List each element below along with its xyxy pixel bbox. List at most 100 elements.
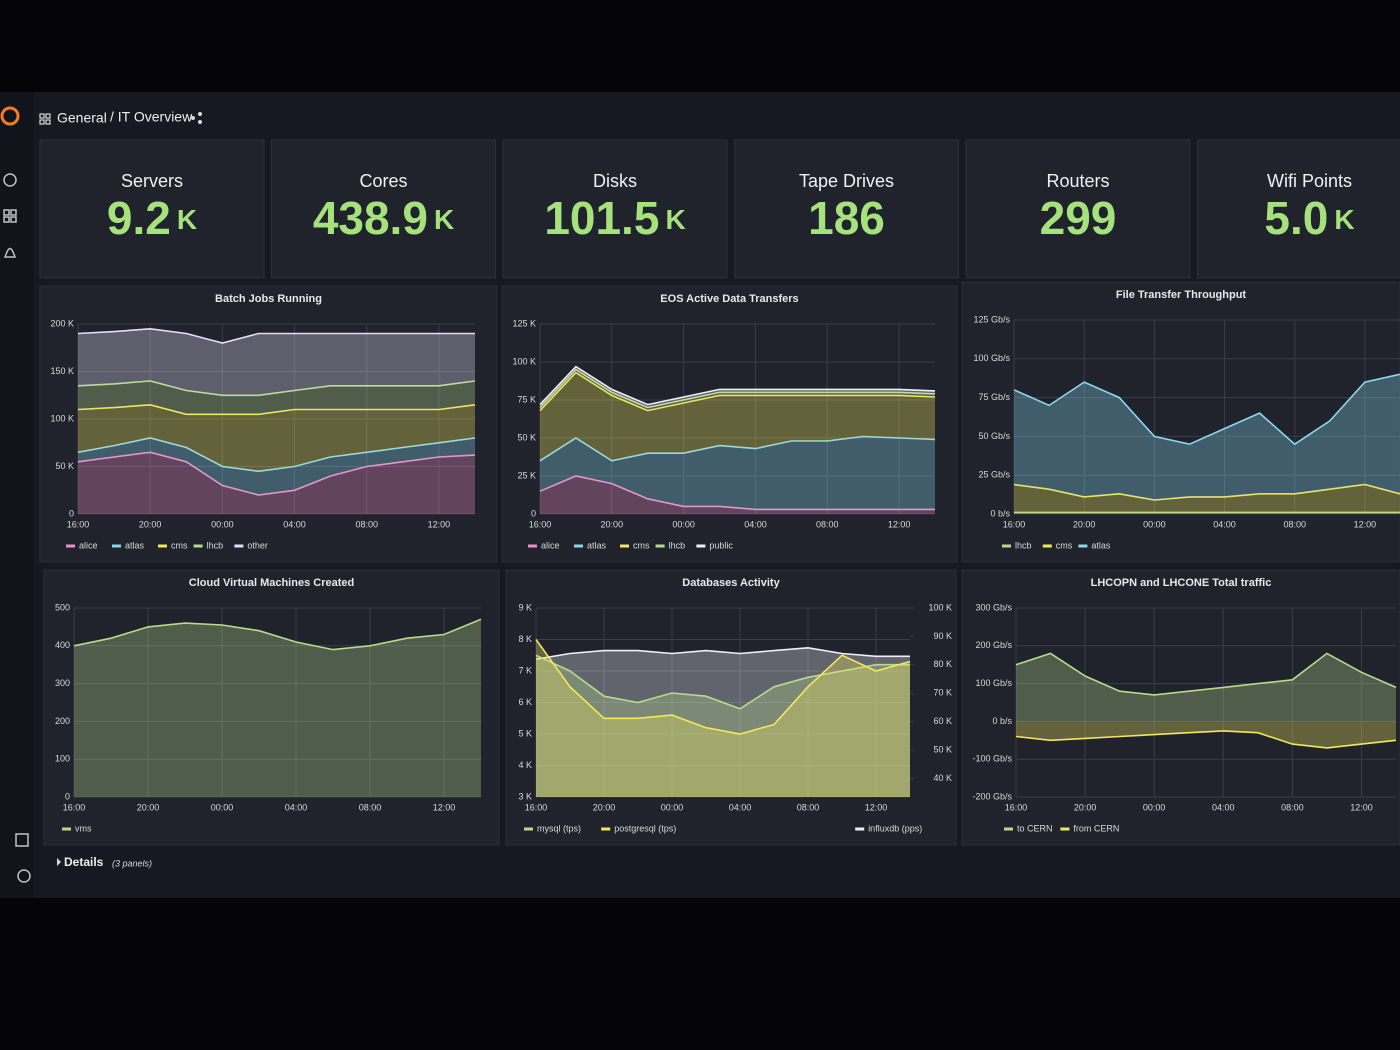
series-line xyxy=(77,327,475,344)
stat-value: 299 xyxy=(1040,192,1117,244)
y2-tick-label: 90 K xyxy=(933,631,952,641)
search-icon[interactable] xyxy=(3,173,17,187)
y-tick-label: 500 xyxy=(55,602,70,612)
y-tick-label: 200 xyxy=(55,716,70,726)
stat-value: 186 xyxy=(808,192,885,244)
area-fill xyxy=(540,436,935,510)
y-tick-label: 50 K xyxy=(517,432,536,442)
y-tick-label: 125 K xyxy=(512,318,536,328)
x-tick-label: 16:00 xyxy=(67,519,90,529)
y-tick-label: 75 Gb/s xyxy=(978,392,1010,402)
x-tick-label: 04:00 xyxy=(744,519,767,529)
y2-tick-label: 40 K xyxy=(933,773,952,783)
stat-title: Tape Drives xyxy=(799,171,894,191)
y-tick-label: 300 Gb/s xyxy=(975,602,1012,612)
legend-label: public xyxy=(709,540,733,550)
row-title[interactable]: Details xyxy=(64,855,104,869)
y-tick-label: 9 K xyxy=(518,602,532,612)
row-toggle[interactable] xyxy=(57,858,61,866)
area-fill xyxy=(74,619,481,797)
y2-tick-label: 70 K xyxy=(933,688,952,698)
area-fill xyxy=(78,404,475,472)
legend-label: cms xyxy=(171,540,188,550)
y-tick-label: 5 K xyxy=(518,728,532,738)
series-line xyxy=(77,403,476,416)
area-fill xyxy=(540,369,935,411)
y2-tick-label: 100 K xyxy=(928,602,952,612)
series-line xyxy=(1013,373,1400,446)
legend-label: alice xyxy=(79,540,98,550)
y2-tick-label: 80 K xyxy=(933,659,952,669)
x-tick-label: 12:00 xyxy=(888,519,911,529)
y-tick-label: 0 b/s xyxy=(990,508,1010,518)
area-fill xyxy=(536,647,910,797)
legend-label: atlas xyxy=(125,540,145,550)
x-tick-label: 12:00 xyxy=(1350,802,1373,812)
y-tick-label: 25 Gb/s xyxy=(978,470,1010,480)
dashboards-icon[interactable] xyxy=(3,209,17,223)
series-line xyxy=(77,437,476,473)
legend-label: cms xyxy=(1056,540,1073,550)
series-line xyxy=(535,639,911,735)
stat-title: Servers xyxy=(121,171,183,191)
x-tick-label: 08:00 xyxy=(797,802,820,812)
x-tick-label: 08:00 xyxy=(355,519,378,529)
stat-value-text: 438.9 K xyxy=(313,192,454,244)
y-tick-label: 125 Gb/s xyxy=(973,314,1010,324)
legend-label: influxdb (pps) xyxy=(868,823,922,833)
legend-label: vms xyxy=(75,823,92,833)
area-fill xyxy=(1014,484,1400,513)
x-tick-label: 16:00 xyxy=(529,519,552,529)
series-line xyxy=(539,371,936,412)
stat-unit: K xyxy=(434,204,454,235)
legend-label: lhcb xyxy=(669,540,686,550)
stat-unit: K xyxy=(177,204,197,235)
series-line xyxy=(539,368,936,409)
legend-label: lhcb xyxy=(1015,540,1032,550)
stat-value-text: 101.5 K xyxy=(544,192,685,244)
area-fill xyxy=(78,381,475,415)
x-tick-label: 20:00 xyxy=(593,802,616,812)
y-tick-label: 100 xyxy=(55,754,70,764)
sign-in-icon[interactable] xyxy=(15,833,29,847)
y-tick-label: 150 K xyxy=(50,366,74,376)
breadcrumb-folder[interactable]: General xyxy=(57,110,107,126)
area-fill xyxy=(536,639,910,797)
legend-label: atlas xyxy=(587,540,607,550)
x-tick-label: 00:00 xyxy=(661,802,684,812)
area-fill xyxy=(536,655,910,797)
stat-panel xyxy=(39,139,265,279)
x-tick-label: 04:00 xyxy=(1212,802,1235,812)
area-fill xyxy=(540,366,935,408)
series-line xyxy=(1015,730,1397,749)
grafana-logo[interactable] xyxy=(0,106,20,126)
x-tick-label: 16:00 xyxy=(63,802,86,812)
stat-panel xyxy=(502,139,728,279)
legend-label: other xyxy=(247,540,268,550)
y-tick-label: 3 K xyxy=(518,791,532,801)
dashboard-title: / IT Overview xyxy=(110,109,193,125)
share-icon[interactable] xyxy=(191,112,202,124)
panel-title: Batch Jobs Running xyxy=(215,293,322,305)
y-tick-label: 4 K xyxy=(518,760,532,770)
y-tick-label: 200 K xyxy=(50,318,74,328)
sidebar xyxy=(0,92,34,898)
x-tick-label: 12:00 xyxy=(428,519,451,529)
stat-panel xyxy=(1197,139,1400,279)
alerts-icon[interactable] xyxy=(3,247,17,258)
row-note: (3 panels) xyxy=(112,858,152,868)
y2-tick-label: 60 K xyxy=(933,716,952,726)
area-fill xyxy=(540,476,935,514)
legend-label: alice xyxy=(541,540,560,550)
legend-label: postgresql (tps) xyxy=(614,823,676,833)
stat-panel xyxy=(965,139,1191,279)
x-tick-label: 00:00 xyxy=(211,519,234,529)
x-tick-label: 20:00 xyxy=(139,519,162,529)
x-tick-label: 20:00 xyxy=(1073,519,1096,529)
stat-value-text: 5.0 K xyxy=(1264,192,1354,244)
y-tick-label: 0 xyxy=(531,508,536,518)
help-icon[interactable] xyxy=(17,869,31,883)
stat-value-text: 9.2 K xyxy=(107,192,197,244)
x-tick-label: 04:00 xyxy=(1213,519,1236,529)
stat-value-text: 186 xyxy=(808,192,885,244)
